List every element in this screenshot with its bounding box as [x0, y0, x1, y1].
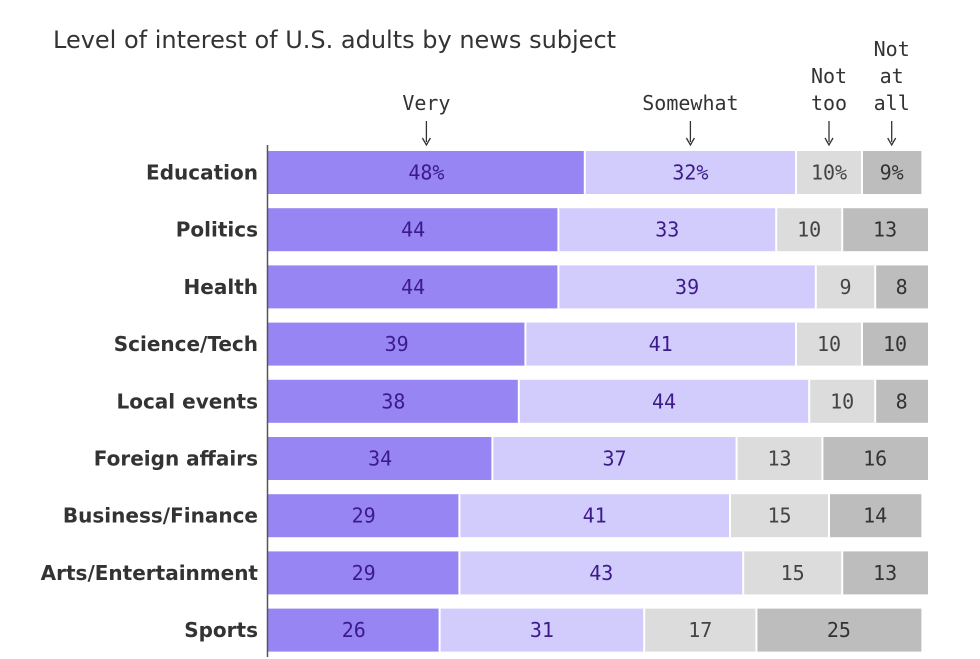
- bar-very-foreign-affairs: [268, 437, 493, 480]
- value-label: 8: [896, 275, 908, 299]
- category-label: Science/Tech: [114, 332, 258, 356]
- value-label: 38: [381, 389, 405, 413]
- category-label: Arts/Entertainment: [41, 561, 259, 585]
- series-headers: Very Somewhat Not too Not at all: [402, 37, 910, 147]
- bar-somewhat-education: [584, 151, 796, 194]
- value-label: 10: [797, 218, 821, 242]
- value-label: 48%: [408, 161, 444, 185]
- value-label: 44: [401, 218, 425, 242]
- bar-somewhat-arts-entertainment: [459, 551, 744, 595]
- bar-not-too-politics: [776, 208, 843, 252]
- bar-not-at-all-local-events: [875, 379, 928, 423]
- value-label: 25: [827, 618, 851, 642]
- bar-somewhat-health: [558, 265, 816, 309]
- value-label: 10: [830, 389, 854, 413]
- bar-not-at-all-arts-entertainment: [842, 551, 928, 595]
- value-label: 9%: [880, 161, 904, 185]
- value-label: 13: [873, 218, 897, 242]
- bar-somewhat-local-events: [518, 379, 810, 423]
- bar-not-too-health: [815, 265, 876, 309]
- category-label: Local events: [116, 389, 258, 413]
- value-label: 32%: [672, 161, 708, 185]
- value-label: 41: [583, 504, 607, 528]
- category-label: Politics: [176, 218, 258, 242]
- bar-somewhat-politics: [558, 208, 777, 252]
- series-header-not-at-all: Not: [874, 37, 910, 61]
- series-header-not-too: Not: [811, 64, 847, 88]
- bar-very-politics: [268, 208, 559, 252]
- value-label: 14: [863, 504, 887, 528]
- bar-very-arts-entertainment: [268, 551, 460, 595]
- value-label: 10: [883, 332, 907, 356]
- header-arrow-head: [421, 137, 431, 147]
- bar-somewhat-business-finance: [459, 494, 730, 538]
- series-header-somewhat: Somewhat: [642, 91, 738, 115]
- bar-somewhat-foreign-affairs: [492, 437, 737, 480]
- value-label: 33: [655, 218, 679, 242]
- value-label: 10%: [811, 161, 847, 185]
- chart-title: Level of interest of U.S. adults by news…: [53, 26, 616, 54]
- bars: 48% 32% 10% 9% 44 33 10 13 44 39 9 8 39 41 10 10 38 44 10 8…: [268, 151, 928, 652]
- series-header-not-at-all: at: [880, 64, 904, 88]
- value-label: 15: [781, 561, 805, 585]
- value-label: 13: [767, 447, 791, 471]
- category-label: Sports: [184, 618, 258, 642]
- value-label: 37: [602, 447, 626, 471]
- bar-very-local-events: [268, 379, 519, 423]
- bar-not-at-all-sports: [756, 608, 922, 652]
- value-label: 39: [385, 332, 409, 356]
- value-label: 44: [652, 389, 676, 413]
- value-label: 15: [767, 504, 791, 528]
- category-label: Foreign affairs: [94, 447, 258, 471]
- value-label: 9: [839, 275, 851, 299]
- value-label: 16: [863, 447, 887, 471]
- value-label: 39: [675, 275, 699, 299]
- bar-somewhat-science-tech: [525, 322, 796, 366]
- value-label: 8: [896, 389, 908, 413]
- bar-not-too-education: [796, 151, 862, 194]
- header-arrow-head: [824, 137, 834, 147]
- category-label: Business/Finance: [63, 504, 258, 528]
- bar-not-at-all-science-tech: [862, 322, 928, 366]
- series-header-not-at-all: all: [874, 91, 910, 115]
- header-arrow-head: [887, 137, 897, 147]
- value-label: 31: [530, 618, 554, 642]
- bar-not-too-arts-entertainment: [743, 551, 843, 595]
- bar-not-at-all-business-finance: [829, 494, 922, 538]
- value-label: 34: [368, 447, 392, 471]
- bar-not-at-all-politics: [842, 208, 928, 252]
- bar-not-too-local-events: [809, 379, 876, 423]
- bar-very-sports: [268, 608, 440, 652]
- value-label: 26: [342, 618, 366, 642]
- bar-not-at-all-foreign-affairs: [822, 437, 928, 480]
- bar-not-too-science-tech: [796, 322, 862, 366]
- series-header-very: Very: [402, 91, 450, 115]
- bar-not-too-business-finance: [730, 494, 829, 538]
- bar-very-health: [268, 265, 559, 309]
- header-arrow-head: [685, 137, 695, 147]
- series-header-not-too: too: [811, 91, 847, 115]
- bar-not-too-sports: [644, 608, 757, 652]
- bar-somewhat-sports: [439, 608, 645, 652]
- value-label: 29: [352, 561, 376, 585]
- bar-very-education: [268, 151, 585, 194]
- value-label: 10: [817, 332, 841, 356]
- bar-very-science-tech: [268, 322, 526, 366]
- category-label: Health: [184, 275, 258, 299]
- value-label: 43: [589, 561, 613, 585]
- value-label: 13: [873, 561, 897, 585]
- bar-not-at-all-education: [862, 151, 922, 194]
- value-label: 29: [352, 504, 376, 528]
- value-label: 44: [401, 275, 425, 299]
- value-label: 17: [688, 618, 712, 642]
- bar-not-at-all-health: [875, 265, 928, 309]
- value-label: 41: [649, 332, 673, 356]
- category-labels: Education Politics Health Science/Tech Local…: [41, 161, 259, 643]
- bar-not-too-foreign-affairs: [736, 437, 823, 480]
- bar-very-business-finance: [268, 494, 460, 538]
- category-label: Education: [146, 161, 258, 185]
